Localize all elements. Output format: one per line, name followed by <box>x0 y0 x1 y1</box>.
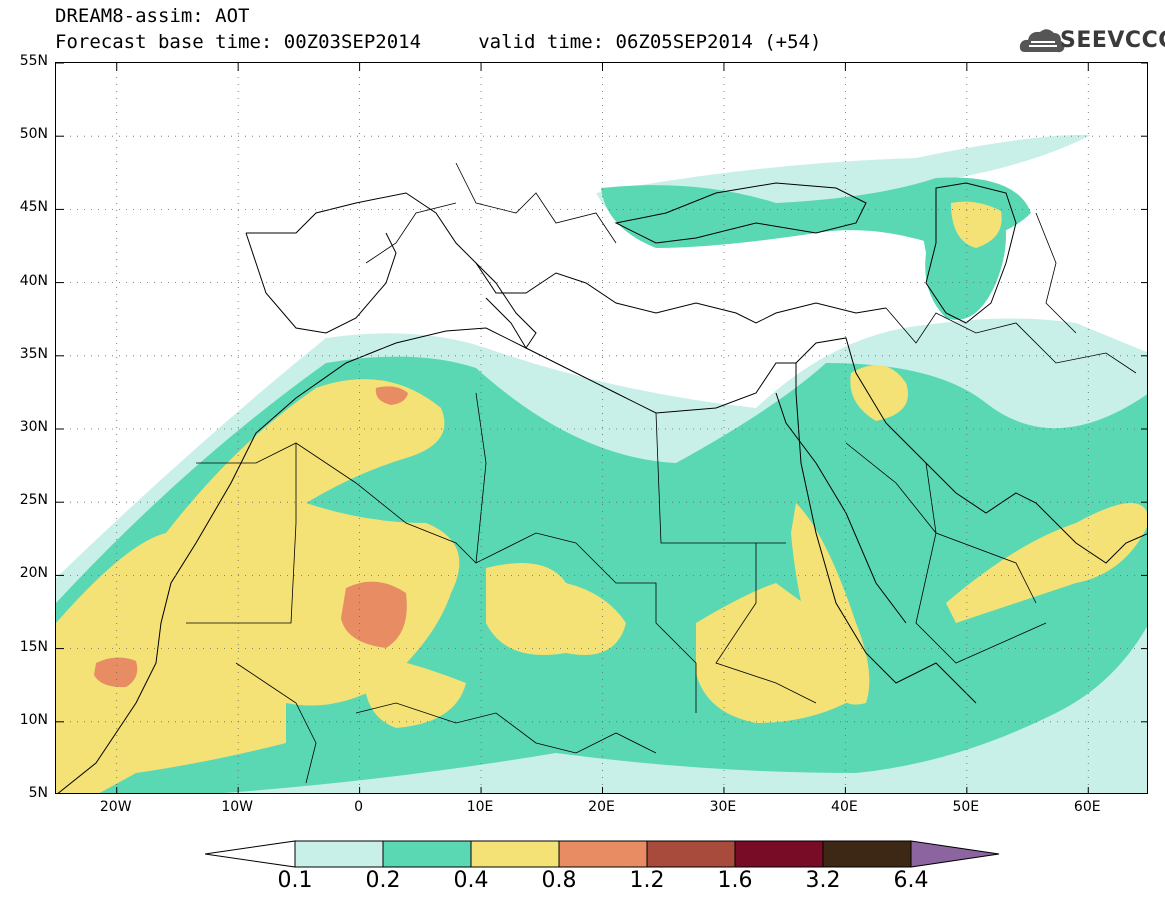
italy-coastline <box>475 262 537 349</box>
longitude-tick-label: 20E <box>588 799 615 815</box>
colorbar-label: 3.2 <box>805 868 841 893</box>
colorbar-segment <box>382 840 472 868</box>
seevccc-logo-text: SEEVCCC <box>1060 28 1165 53</box>
iberia-coastline <box>245 232 397 334</box>
tick-layer <box>56 63 1147 793</box>
aot-contour-high-arabia <box>946 503 1147 623</box>
country-border <box>355 702 657 754</box>
latitude-tick-label: 15N <box>19 638 48 655</box>
map-title: DREAM8-assim: AOT <box>55 5 250 27</box>
latitude-tick-label: 5N <box>28 785 48 801</box>
cloud-logo-icon <box>1019 29 1065 53</box>
aot-contour-very-high-algeria <box>375 386 408 405</box>
black-sea-coastline <box>614 182 867 244</box>
longitude-tick-label: 20W <box>99 799 132 815</box>
colorbar-label: 0.8 <box>541 868 577 893</box>
colorbar-segment <box>646 840 736 868</box>
latitude-tick-label: 40N <box>19 272 48 289</box>
aot-contour-high-caspian <box>951 201 1002 248</box>
aot-field-layer <box>56 134 1147 793</box>
country-border <box>915 462 1047 664</box>
country-border <box>575 542 697 713</box>
country-border <box>455 162 617 244</box>
longitude-tick-label: 40E <box>831 799 858 815</box>
coastline-layer <box>57 182 1147 793</box>
latitude-tick-label: 20N <box>19 565 48 582</box>
red-sea-coastline <box>775 392 907 624</box>
country-border <box>885 307 1137 374</box>
gridline-layer <box>56 63 1147 793</box>
country-border <box>655 412 786 544</box>
colorbar-label: 1.2 <box>629 868 665 893</box>
longitude-tick-label: 50E <box>952 799 980 815</box>
aot-map-canvas <box>56 63 1147 793</box>
longitude-tick-label: 60E <box>1073 799 1101 815</box>
arabia-coastline <box>795 337 1147 564</box>
latitude-tick-label: 55N <box>19 53 48 69</box>
colorbar-label: 6.4 <box>893 868 929 893</box>
longitude-tick-label: 30E <box>709 799 737 815</box>
aot-contour-high-iraq <box>850 365 908 421</box>
aot-contour-very-high-senegal <box>94 657 138 688</box>
aot-contour-high-sudan <box>486 563 626 655</box>
country-border <box>235 662 317 784</box>
longitude-tick-label: 10W <box>221 799 253 815</box>
latitude-tick-label: 50N <box>19 126 48 143</box>
colorbar-under-arrow <box>205 840 296 868</box>
country-border <box>1035 212 1077 334</box>
aot-map <box>55 62 1148 794</box>
europe-coastline <box>246 192 887 324</box>
colorbar-label: 0.2 <box>365 868 401 893</box>
colorbar <box>205 840 1000 868</box>
country-border <box>715 543 817 704</box>
colorbar-segment <box>822 840 912 868</box>
aot-contour-high-chad <box>364 653 466 728</box>
aot-contour-very-high-niger <box>341 581 407 648</box>
colorbar-segment <box>558 840 648 868</box>
country-border <box>475 392 577 564</box>
aot-contour-high <box>56 379 460 793</box>
longitude-tick-label: 0 <box>354 799 364 815</box>
latitude-tick-label: 10N <box>19 711 48 728</box>
caspian-coastline <box>925 182 1017 324</box>
africa-coastline <box>57 327 977 793</box>
latitude-tick-label: 30N <box>19 419 48 435</box>
colorbar-label: 1.6 <box>717 868 753 893</box>
longitude-tick-label: 10E <box>466 799 494 815</box>
colorbar-over-arrow <box>910 840 1000 868</box>
colorbar-segment <box>294 840 384 868</box>
country-border <box>365 202 457 264</box>
forecast-time-subtitle: Forecast base time: 00Z03SEP2014 valid t… <box>55 31 822 53</box>
latitude-tick-label: 35N <box>19 345 48 362</box>
border-layer <box>186 162 1137 784</box>
colorbar-segment <box>470 840 560 868</box>
colorbar-label: 0.4 <box>453 868 489 893</box>
latitude-tick-label: 45N <box>19 199 48 216</box>
country-border <box>196 442 477 564</box>
colorbar-label: 0.1 <box>277 868 313 893</box>
aot-contour-high-ethiopia <box>791 503 870 705</box>
colorbar-segment <box>734 840 824 868</box>
latitude-tick-label: 25N <box>19 492 48 509</box>
